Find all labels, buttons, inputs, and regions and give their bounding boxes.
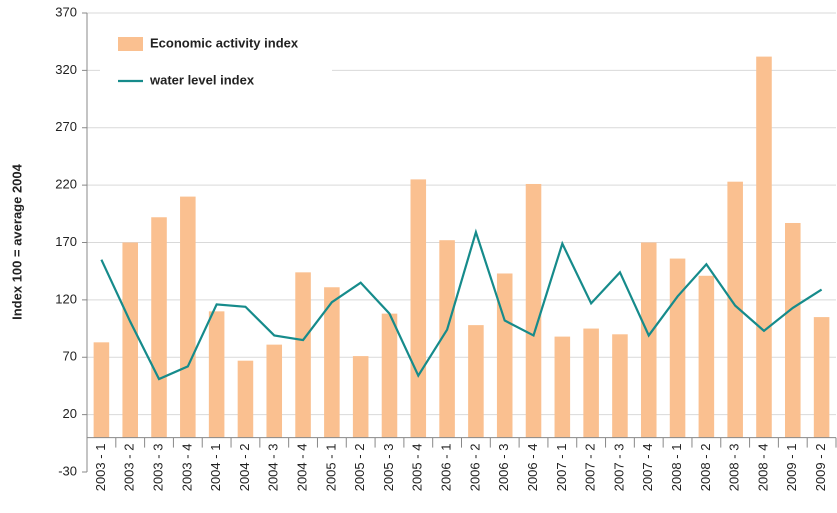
legend-label: water level index (149, 72, 255, 87)
bar (583, 328, 599, 438)
x-tick-label: 2003 - 2 (122, 444, 137, 492)
x-tick-label: 2004 - 1 (208, 444, 223, 492)
y-tick-label: 370 (55, 4, 77, 19)
x-tick-label: 2004 - 4 (294, 444, 309, 492)
x-tick-label: 2005 - 4 (410, 444, 425, 492)
x-tick-label: 2008 - 3 (727, 444, 742, 492)
x-tick-label: 2005 - 2 (352, 444, 367, 492)
bar (669, 258, 686, 438)
x-tick-label: 2004 - 2 (237, 444, 252, 492)
y-tick-label: 70 (63, 349, 77, 364)
bar (698, 275, 715, 438)
x-tick-label: 2007 - 3 (611, 444, 626, 492)
x-tick-label: 2007 - 1 (554, 444, 569, 492)
y-tick-label: -30 (58, 463, 77, 478)
bar (554, 336, 571, 438)
bar (237, 360, 254, 438)
bar (93, 342, 110, 438)
x-tick-label: 2005 - 1 (323, 444, 338, 492)
x-tick-label: 2007 - 2 (583, 444, 598, 492)
x-tick-label: 2007 - 4 (640, 444, 655, 492)
bar (266, 344, 283, 438)
bar (439, 240, 455, 438)
y-axis-label: Index 100 = average 2004 (9, 163, 24, 320)
y-tick-label: 320 (55, 62, 77, 77)
bar (381, 313, 398, 438)
bar (785, 222, 801, 438)
bar (151, 217, 167, 438)
legend-swatch (118, 37, 143, 51)
bar (813, 317, 830, 438)
x-tick-label: 2003 - 3 (150, 444, 165, 492)
bar (525, 183, 542, 438)
line (100, 228, 823, 381)
x-tick-label: 2006 - 2 (467, 444, 482, 492)
legend-label: Economic activity index (150, 35, 299, 50)
bar (295, 272, 311, 438)
x-tick-label: 2009 - 2 (813, 444, 828, 492)
x-tick-label: 2003 - 1 (93, 444, 108, 492)
bar (612, 334, 628, 438)
x-tick-label: 2005 - 3 (381, 444, 396, 492)
x-tick-label: 2006 - 1 (439, 444, 454, 492)
x-tick-label: 2008 - 1 (669, 444, 684, 492)
x-tick-label: 2004 - 3 (266, 444, 281, 492)
bar (324, 287, 340, 438)
x-tick-label: 2006 - 3 (496, 444, 511, 492)
y-tick-label: 220 (55, 177, 77, 192)
x-tick-label: 2009 - 1 (784, 444, 799, 492)
x-tick-label: 2008 - 2 (698, 444, 713, 492)
bar (180, 196, 196, 438)
x-tick-label: 2006 - 4 (525, 444, 540, 492)
bar (208, 311, 225, 438)
y-tick-label: 270 (55, 119, 77, 134)
x-tick-label: 2003 - 4 (179, 444, 194, 492)
bar (468, 325, 484, 438)
x-tick-label: 2008 - 4 (755, 444, 770, 492)
bar (640, 242, 657, 438)
y-tick-label: 120 (55, 291, 77, 306)
y-tick-label: 20 (63, 406, 77, 421)
bar (727, 181, 743, 438)
y-tick-label: 170 (55, 234, 77, 249)
bar (122, 242, 138, 438)
bar (352, 356, 369, 438)
bar (756, 56, 772, 438)
legend-box (100, 22, 332, 102)
bar (410, 179, 427, 438)
bar (496, 273, 513, 438)
